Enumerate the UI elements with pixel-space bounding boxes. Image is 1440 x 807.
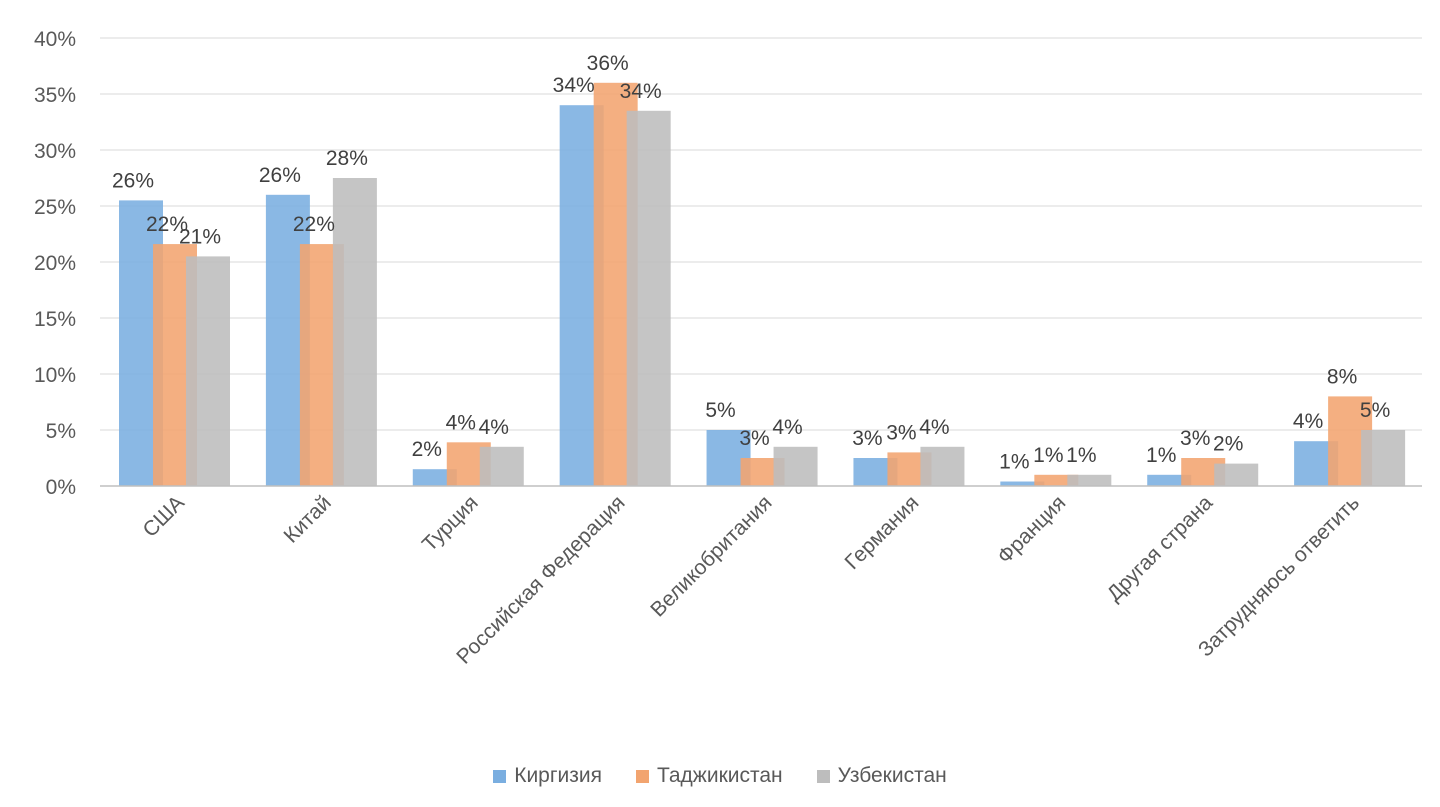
data-label: 22% — [146, 213, 188, 236]
y-tick-label: 20% — [34, 252, 76, 275]
x-tick-label: Затрудняюсь ответить — [1194, 491, 1364, 661]
y-tick-label: 0% — [46, 476, 76, 499]
bar-kyrgyzstan — [1147, 474, 1192, 486]
legend-item: Узбекистан — [816, 764, 947, 788]
bar-uzbekistan — [186, 256, 230, 486]
data-label: 4% — [919, 416, 949, 439]
legend-item: Киргизия — [493, 764, 602, 788]
data-label: 5% — [1360, 399, 1390, 422]
data-label: 8% — [1327, 365, 1357, 388]
legend-swatch — [816, 769, 830, 783]
data-label: 5% — [705, 399, 735, 422]
bar-uzbekistan — [920, 446, 965, 486]
legend-label: Узбекистан — [837, 764, 947, 787]
data-label: 2% — [1213, 433, 1243, 456]
y-tick-label: 40% — [34, 28, 76, 51]
data-label: 26% — [259, 164, 301, 187]
bar-uzbekistan — [773, 446, 818, 486]
x-tick-label: Китай — [279, 491, 335, 547]
x-tick-label: Турция — [418, 491, 483, 556]
bar-uzbekistan — [332, 178, 377, 486]
x-tick-label: Франция — [993, 491, 1070, 568]
data-labels: 26%22%21%26%22%28%2%4% 4%34%36%34%5%3% 4% 3… — [112, 52, 1390, 474]
y-axis: 0% 5% 10% 15% 20% 25% 30% 35% 40% — [34, 28, 76, 499]
bar-uzbekistan — [626, 110, 671, 487]
data-label: 1% — [1033, 444, 1063, 467]
legend-label: Таджикистан — [656, 764, 783, 787]
y-tick-label: 5% — [46, 420, 76, 443]
data-label: 3% — [886, 421, 916, 444]
bars — [119, 82, 1406, 487]
legend-label: Киргизия — [514, 764, 602, 787]
data-label: 1% — [1066, 444, 1096, 467]
bar-kyrgyzstan — [1000, 481, 1045, 486]
y-tick-label: 25% — [34, 196, 76, 219]
data-label: 4% — [1293, 410, 1323, 433]
data-label: 3% — [1180, 427, 1210, 450]
data-label: 3% — [852, 427, 882, 450]
data-label: 3% — [739, 427, 769, 450]
y-tick-label: 30% — [34, 140, 76, 163]
data-label: 4% — [479, 416, 509, 439]
data-label: 26% — [112, 169, 154, 192]
data-label: 34% — [553, 74, 595, 97]
data-label: 28% — [326, 147, 368, 170]
bar-tajikistan — [1034, 474, 1079, 486]
legend-swatch — [493, 769, 507, 783]
x-tick-label: США — [138, 491, 189, 542]
data-label: 22% — [293, 213, 335, 236]
bar-uzbekistan — [1067, 474, 1112, 486]
data-label: 34% — [620, 80, 662, 103]
bar-uzbekistan — [1361, 430, 1406, 486]
data-label: 1% — [999, 451, 1029, 474]
bar-uzbekistan — [1214, 463, 1259, 486]
y-tick-label: 15% — [34, 308, 76, 331]
y-tick-label: 35% — [34, 84, 76, 107]
data-label: 4% — [772, 416, 802, 439]
y-tick-label: 10% — [34, 364, 76, 387]
x-tick-label: Великобритания — [646, 491, 776, 621]
bar-chart: 0%5%10%15%20%25%30%35%40% 26%22%21%26%22… — [34, 28, 1422, 669]
data-label: 36% — [587, 52, 629, 75]
legend: Киргизия Таджикистан Узбекистан — [0, 764, 1440, 788]
data-label: 4% — [446, 411, 476, 434]
data-label: 1% — [1146, 444, 1176, 467]
data-label: 2% — [412, 438, 442, 461]
x-tick-label: Российская Федерация — [452, 491, 629, 668]
x-tick-label: Германия — [841, 491, 924, 574]
bar-uzbekistan — [479, 446, 524, 486]
bar-kyrgyzstan — [412, 469, 457, 486]
legend-swatch — [635, 769, 649, 783]
legend-item: Таджикистан — [635, 764, 783, 788]
x-tick-label: Другая страна — [1103, 491, 1218, 606]
data-label: 21% — [179, 225, 221, 248]
